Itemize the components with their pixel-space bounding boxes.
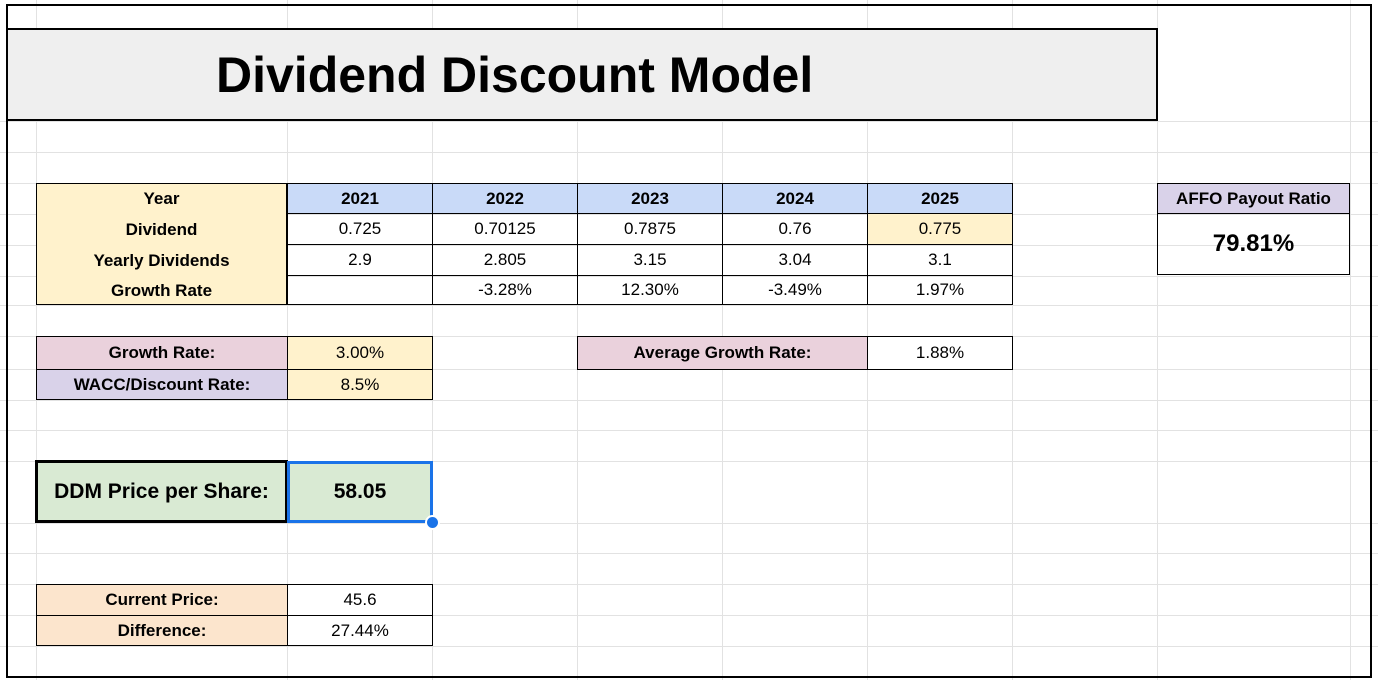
difference-value[interactable]: 27.44% [287, 615, 433, 646]
selection-fill-handle[interactable] [425, 515, 440, 530]
grid-column-line [1157, 0, 1158, 680]
year-header-2023[interactable]: 2023 [577, 183, 723, 214]
ddm-price-value[interactable]: 58.05 [287, 461, 433, 523]
grid-row-line [0, 121, 1378, 122]
yearly-dividends-cell-2022[interactable]: 2.805 [432, 244, 578, 276]
dividend-cell-2024[interactable]: 0.76 [722, 213, 868, 245]
grid-row-line [0, 646, 1378, 647]
grid-row-line [0, 305, 1378, 306]
dividend-cell-2021[interactable]: 0.725 [287, 213, 433, 245]
dividend-cell-2025[interactable]: 0.775 [867, 213, 1013, 245]
average-growth-value[interactable]: 1.88% [867, 336, 1013, 370]
grid-row-line [0, 400, 1378, 401]
year-header-2022[interactable]: 2022 [432, 183, 578, 214]
current-price-value[interactable]: 45.6 [287, 584, 433, 616]
ddm-price-label: DDM Price per Share: [35, 460, 288, 523]
label-column-border [36, 183, 287, 305]
dividend-cell-2022[interactable]: 0.70125 [432, 213, 578, 245]
wacc-input[interactable]: 8.5% [287, 369, 433, 400]
grid-column-line [1350, 0, 1351, 680]
row-label-dividend: Dividend [36, 214, 287, 245]
grid-row-line [0, 214, 1378, 215]
affo-payout-value[interactable]: 79.81% [1157, 213, 1350, 275]
page-title: Dividend Discount Model [6, 28, 1158, 121]
grid-row-line [0, 553, 1378, 554]
sheet-frame [6, 4, 1372, 678]
yearly-dividends-cell-2025[interactable]: 3.1 [867, 244, 1013, 276]
row-label-growth-rate: Growth Rate [36, 276, 287, 305]
affo-payout-label: AFFO Payout Ratio [1157, 183, 1350, 214]
grid-row-line [0, 615, 1378, 616]
grid-row-line [0, 245, 1378, 246]
year-header-2021[interactable]: 2021 [287, 183, 433, 214]
grid-row-line [0, 276, 1378, 277]
dividend-cell-2023[interactable]: 0.7875 [577, 213, 723, 245]
grid-row-line [0, 461, 1378, 462]
year-header-2025[interactable]: 2025 [867, 183, 1013, 214]
yearly-dividends-cell-2023[interactable]: 3.15 [577, 244, 723, 276]
growth-rate-cell-2022[interactable]: -3.28% [432, 275, 578, 305]
average-growth-label: Average Growth Rate: [577, 336, 868, 370]
difference-label: Difference: [36, 615, 288, 646]
growth-rate-cell-2023[interactable]: 12.30% [577, 275, 723, 305]
current-price-label: Current Price: [36, 584, 288, 616]
growth-rate-cell-2024[interactable]: -3.49% [722, 275, 868, 305]
grid-row-line [0, 152, 1378, 153]
growth-rate-cell-2021[interactable] [287, 275, 433, 305]
year-header-label: Year [36, 183, 287, 214]
grid-row-line [0, 523, 1378, 524]
growth-rate-cell-2025[interactable]: 1.97% [867, 275, 1013, 305]
wacc-label: WACC/Discount Rate: [36, 369, 288, 400]
grid-row-line [0, 430, 1378, 431]
row-label-yearly-dividends: Yearly Dividends [36, 245, 287, 276]
yearly-dividends-cell-2024[interactable]: 3.04 [722, 244, 868, 276]
growth-rate-input-label: Growth Rate: [36, 336, 288, 370]
yearly-dividends-cell-2021[interactable]: 2.9 [287, 244, 433, 276]
grid-row-line [0, 584, 1378, 585]
growth-rate-input[interactable]: 3.00% [287, 336, 433, 370]
year-header-2024[interactable]: 2024 [722, 183, 868, 214]
